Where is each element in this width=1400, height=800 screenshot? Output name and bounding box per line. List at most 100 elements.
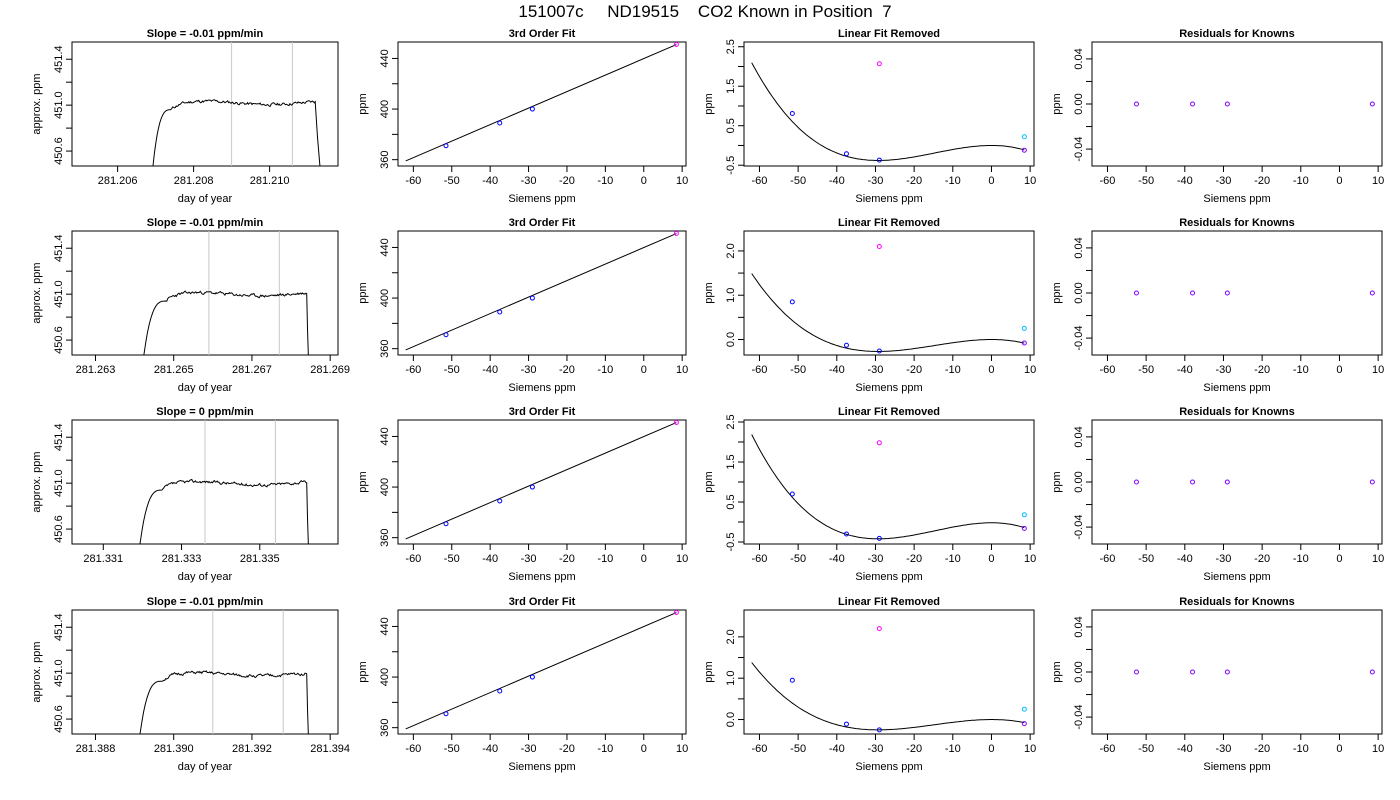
panel-cubic-row-4: 3rd Order Fit -60 -50 -40 -30 -20 -10 0 10 360 400…	[357, 596, 688, 773]
y-tick-label: 0.04	[1073, 48, 1085, 69]
data-point	[1133, 101, 1139, 107]
x-tick-label: -50	[790, 553, 806, 565]
x-tick-label: 10	[676, 553, 688, 565]
x-axis-label: Siemens ppm	[508, 571, 575, 583]
x-tick-label: -30	[868, 553, 884, 565]
x-tick-label: -60	[752, 743, 768, 755]
x-axis-label: Siemens ppm	[855, 382, 922, 394]
data-point	[673, 42, 679, 48]
data-point	[443, 711, 449, 717]
x-tick-label: -20	[906, 364, 922, 376]
panel-title: Linear Fit Removed	[838, 28, 940, 40]
data-point	[443, 521, 449, 527]
panel-title: 3rd Order Fit	[509, 596, 576, 608]
data-point	[789, 491, 795, 497]
x-tick-label: 10	[1372, 743, 1384, 755]
panel-title: Residuals for Knowns	[1179, 217, 1295, 229]
x-tick-label: 10	[676, 175, 688, 187]
y-tick-label: 1.0	[725, 671, 737, 686]
data-point	[789, 677, 795, 683]
x-tick-label: -40	[1177, 364, 1193, 376]
x-tick-label: -10	[945, 364, 961, 376]
y-axis-label: approx. ppm	[31, 73, 43, 134]
x-tick-label: -30	[1216, 175, 1232, 187]
plot-area	[405, 610, 679, 730]
data-point	[876, 348, 882, 354]
x-tick-label: 10	[1024, 743, 1036, 755]
data-point	[1021, 325, 1027, 331]
x-tick-label: -60	[1100, 175, 1116, 187]
plot-frame	[743, 41, 1035, 167]
x-tick-label: 10	[1372, 553, 1384, 565]
y-axis-label: ppm	[1051, 93, 1063, 114]
panel-residuals-row-3: Residuals for Knowns -60 -50 -40 -30 -20 -10 0 1…	[1051, 406, 1384, 583]
panel-title: Residuals for Knowns	[1179, 406, 1295, 418]
x-tick-label: 281.210	[250, 175, 290, 187]
panel-grid: Slope = -0.01 ppm/min 281.206 281.208 281.2…	[31, 28, 1384, 773]
x-tick-label: 10	[1372, 364, 1384, 376]
x-tick-label: -60	[1100, 364, 1116, 376]
y-tick-label: 451.0	[53, 469, 65, 497]
y-tick-label: 440	[379, 238, 391, 256]
x-tick-label: 281.390	[154, 743, 194, 755]
panel-title: 3rd Order Fit	[509, 28, 576, 40]
x-tick-label: 281.208	[174, 175, 214, 187]
x-axis-label: Siemens ppm	[1203, 382, 1270, 394]
y-tick-label: 450.6	[53, 515, 65, 543]
data-point	[673, 420, 679, 426]
x-tick-label: -40	[1177, 175, 1193, 187]
data-point	[789, 299, 795, 305]
x-tick-label: -60	[752, 175, 768, 187]
plot-frame	[397, 609, 687, 735]
plot-area	[751, 434, 1027, 541]
x-tick-label: -60	[405, 743, 421, 755]
panel-linear-removed-row-2: Linear Fit Removed -60 -50 -40 -30 -20 -10 0 10 0…	[703, 217, 1036, 394]
panel-title: Slope = -0.01 ppm/min	[147, 596, 264, 608]
x-tick-label: -10	[945, 743, 961, 755]
x-tick-label: -30	[1216, 364, 1232, 376]
fit-curve	[751, 62, 1025, 161]
data-point	[1021, 134, 1027, 140]
plot-area	[751, 626, 1027, 733]
data-point	[876, 61, 882, 67]
figure-title: 151007c ND19515 CO2 Known in Position 7	[518, 2, 891, 21]
x-tick-label: -40	[829, 364, 845, 376]
plot-frame	[397, 41, 687, 167]
data-point	[843, 721, 849, 727]
data-point	[1133, 479, 1139, 485]
data-point	[1190, 290, 1196, 296]
y-tick-label: 0.00	[1073, 282, 1085, 303]
y-axis-label: ppm	[703, 471, 715, 492]
plot-area	[139, 420, 309, 544]
plot-area	[1133, 479, 1375, 485]
x-tick-label: -20	[1254, 364, 1270, 376]
data-point	[497, 309, 503, 315]
x-axis-label: day of year	[178, 571, 233, 583]
x-tick-label: 0	[988, 553, 994, 565]
concentration-trace	[139, 478, 309, 544]
x-tick-label: -10	[945, 175, 961, 187]
x-tick-label: -10	[597, 175, 613, 187]
x-tick-label: -60	[405, 364, 421, 376]
y-tick-label: 2.5	[725, 414, 737, 429]
x-axis-label: Siemens ppm	[1203, 761, 1270, 773]
y-axis-label: ppm	[357, 282, 369, 303]
x-tick-label: 0	[1336, 175, 1342, 187]
data-point	[529, 674, 535, 680]
y-tick-label: 450.6	[53, 137, 65, 165]
y-tick-label: 451.4	[53, 45, 65, 73]
x-tick-label: 0	[1336, 553, 1342, 565]
x-tick-label: 10	[1024, 175, 1036, 187]
x-axis-label: Siemens ppm	[508, 382, 575, 394]
plot-frame	[1091, 41, 1383, 167]
data-point	[1224, 290, 1230, 296]
y-tick-label: 400	[379, 668, 391, 686]
data-point	[1021, 340, 1027, 346]
x-tick-label: 0	[641, 553, 647, 565]
y-tick-label: 451.0	[53, 91, 65, 119]
plot-frame	[397, 419, 687, 545]
data-point	[843, 531, 849, 537]
panel-title: Linear Fit Removed	[838, 217, 940, 229]
plot-frame	[1091, 230, 1383, 356]
plot-area	[1133, 669, 1375, 675]
